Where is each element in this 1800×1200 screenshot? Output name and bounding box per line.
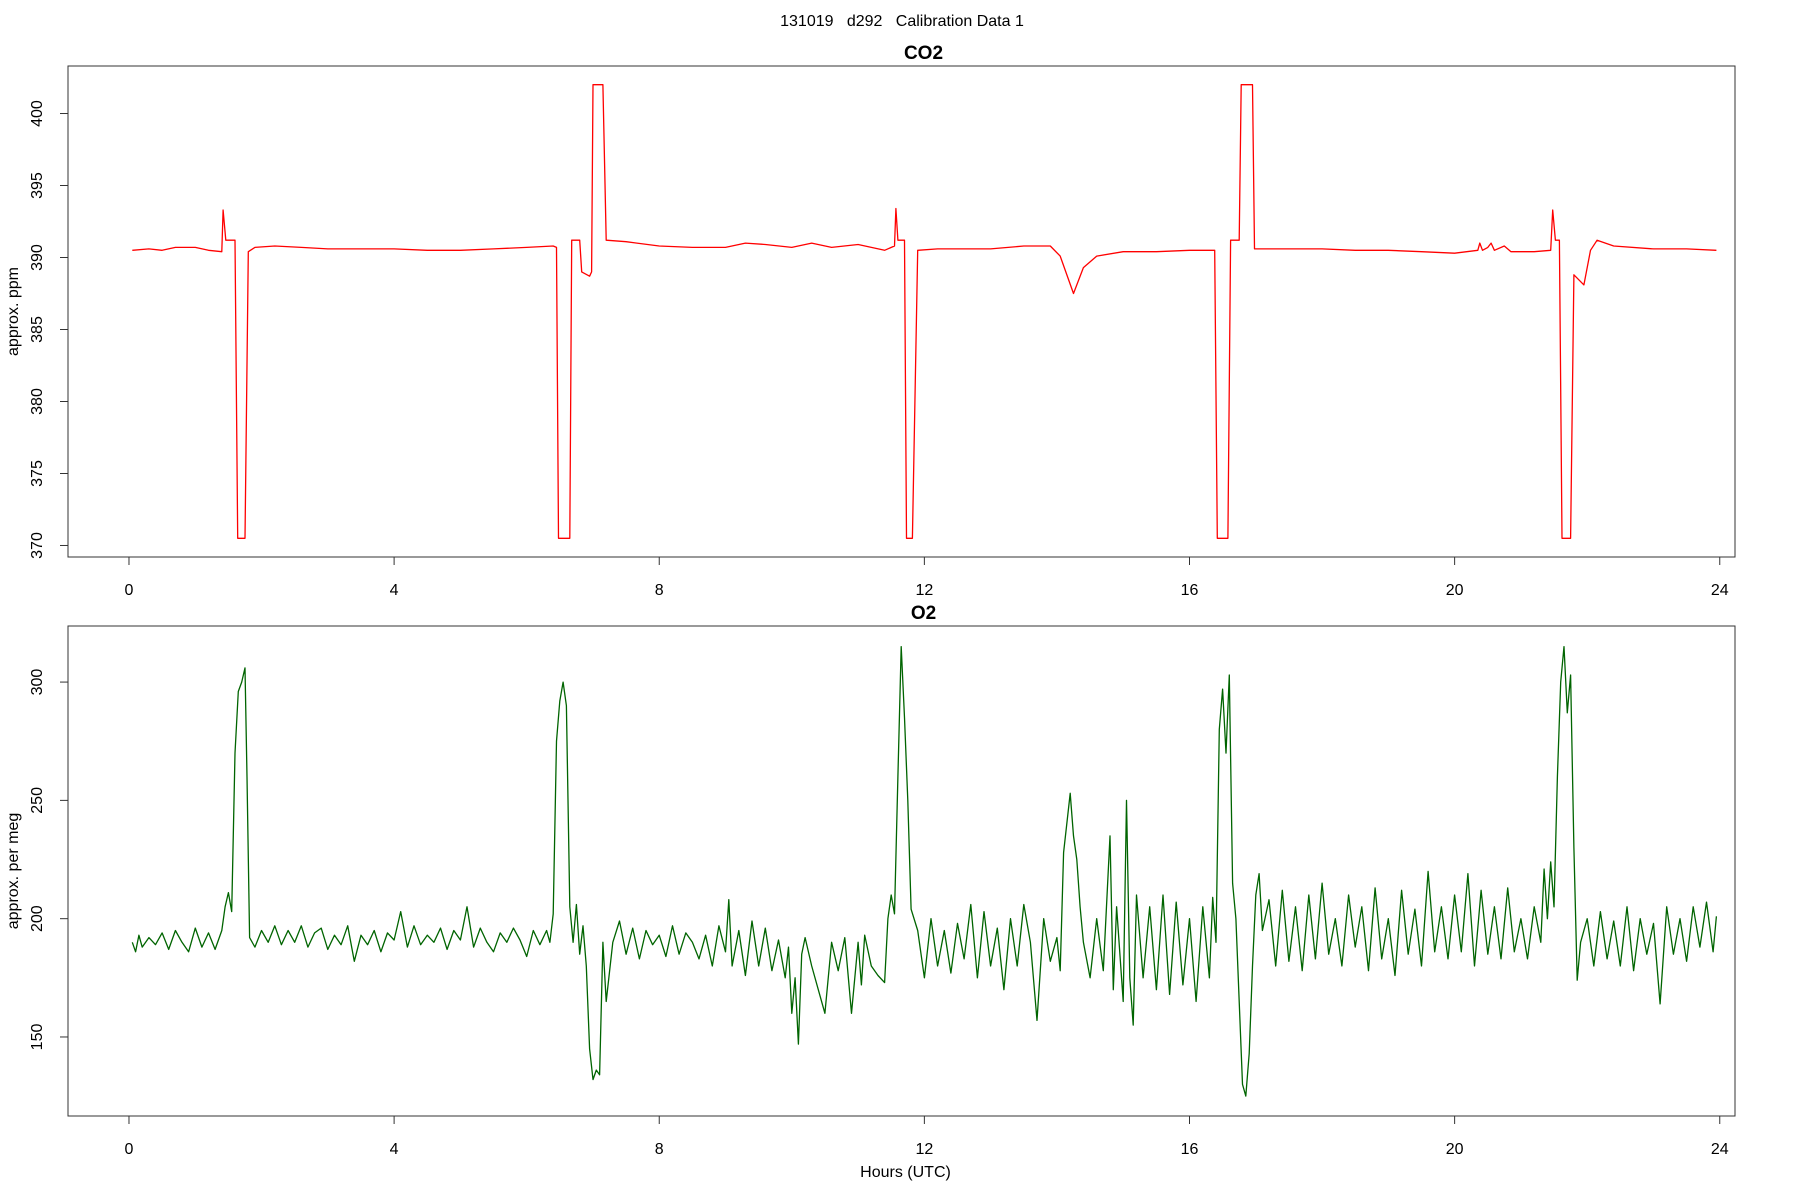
x-axis-label: Hours (UTC) [860,1164,951,1181]
y-tick-label: 395 [29,172,46,199]
x-tick-label: 12 [915,582,933,599]
y-tick-label: 385 [29,316,46,343]
x-tick-label: 0 [125,582,134,599]
x-tick-label: 0 [125,1141,134,1158]
panel-title: CO2 [904,43,943,64]
x-tick-label: 4 [390,582,399,599]
y-axis-label: approx. ppm [5,267,22,356]
data-line [132,84,1717,539]
y-tick-label: 370 [29,532,46,559]
y-tick-label: 250 [29,787,46,814]
x-tick-label: 20 [1446,1141,1464,1158]
y-tick-label: 380 [29,388,46,415]
plot-frame [67,625,1736,1117]
x-tick-label: 8 [655,582,664,599]
y-tick-label: 390 [29,244,46,271]
y-tick-label: 200 [29,905,46,932]
data-line [131,645,1718,1097]
x-tick-label: 12 [915,1141,933,1158]
figure-title: 131019 d292 Calibration Data 1 [780,13,1024,30]
y-tick-label: 400 [29,100,46,127]
x-tick-label: 24 [1711,1141,1729,1158]
y-tick-label: 300 [29,669,46,696]
x-tick-label: 16 [1181,582,1199,599]
x-tick-label: 16 [1181,1141,1199,1158]
x-tick-label: 24 [1711,582,1729,599]
x-tick-label: 20 [1446,582,1464,599]
x-tick-label: 4 [390,1141,399,1158]
y-tick-label: 150 [29,1024,46,1051]
y-axis-label: approx. per meg [5,813,22,930]
x-tick-label: 8 [655,1141,664,1158]
panel-title: O2 [911,603,936,624]
plot-frame [67,65,1736,558]
y-tick-label: 375 [29,460,46,487]
